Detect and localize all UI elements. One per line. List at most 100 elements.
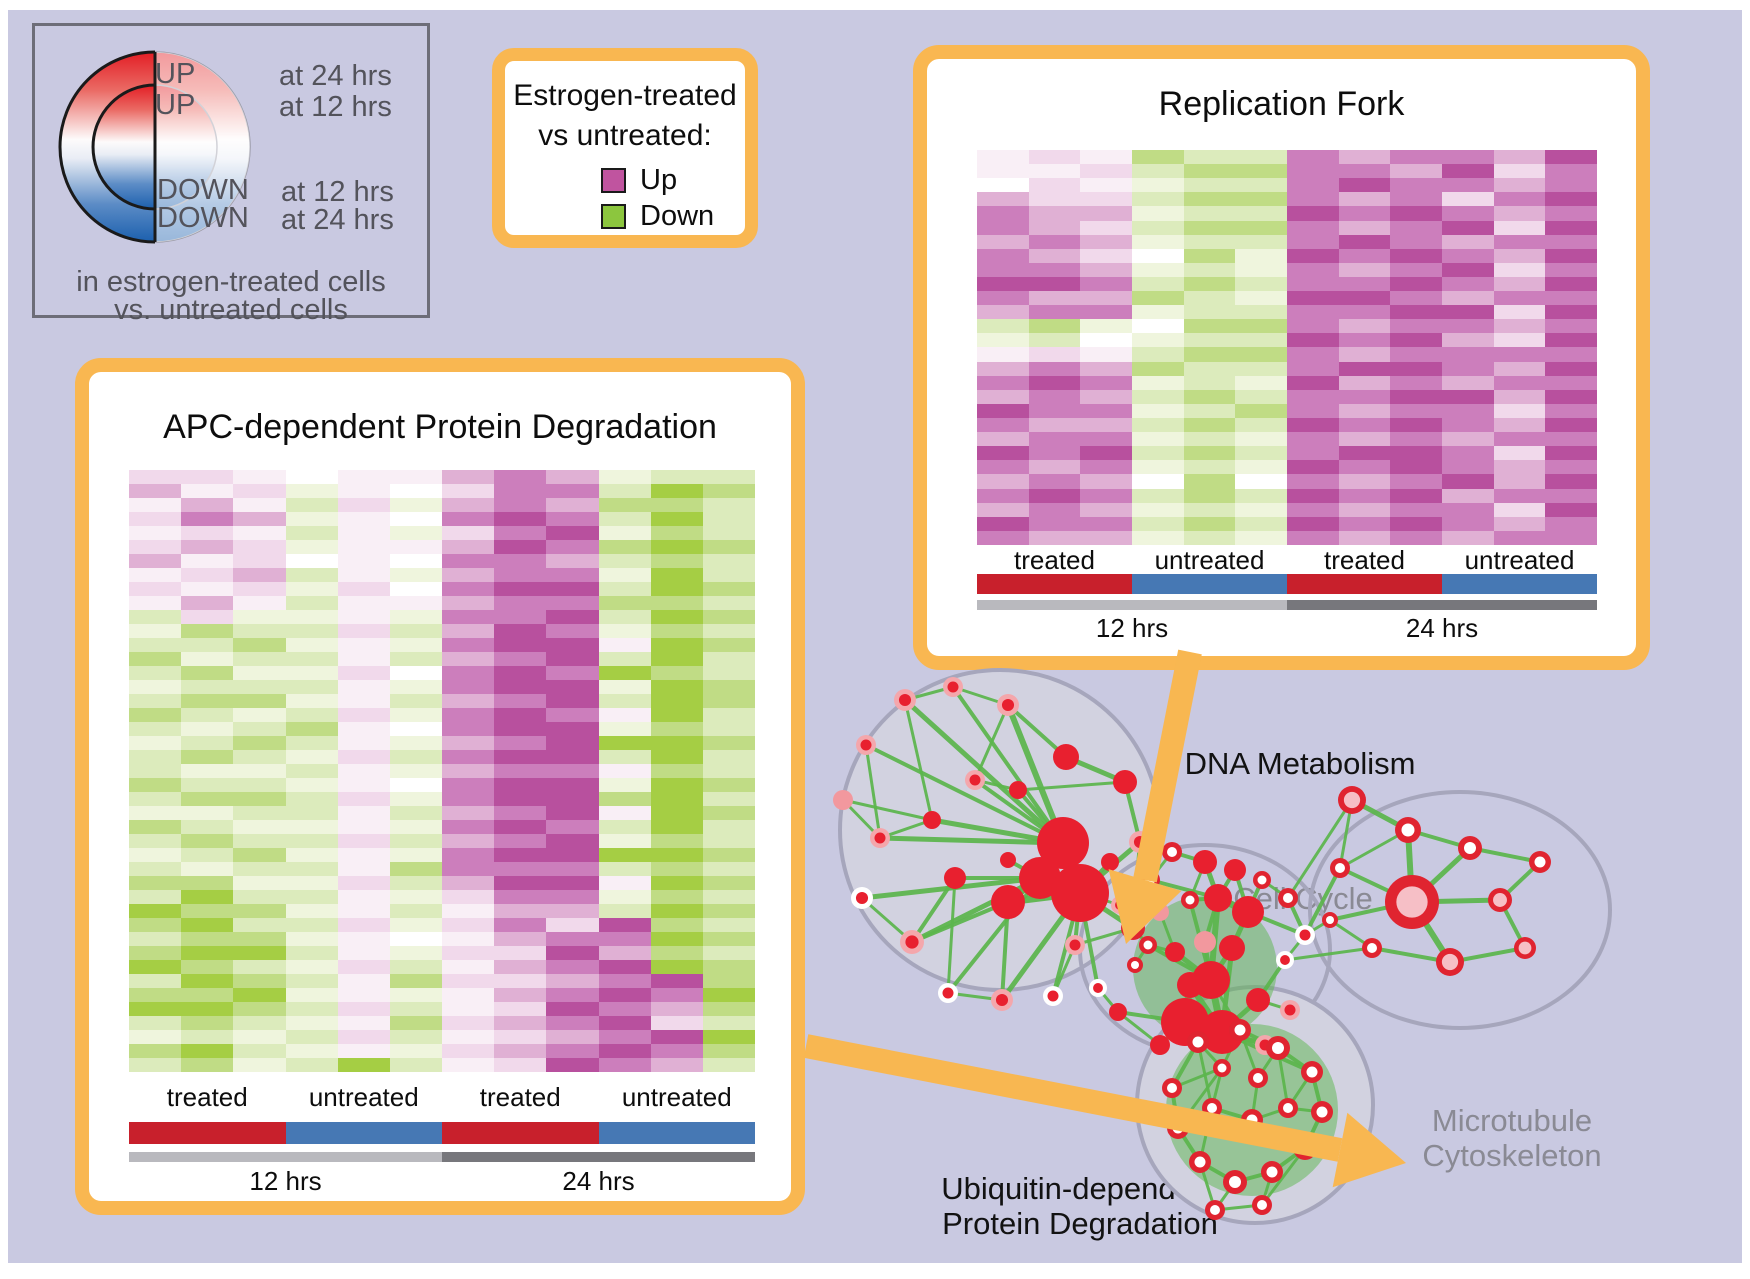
heatmap-cell bbox=[1183, 418, 1236, 433]
heatmap-cell bbox=[389, 722, 442, 736]
heatmap-cell bbox=[977, 234, 1029, 249]
network-edge bbox=[903, 698, 934, 822]
heatmap-cell bbox=[181, 1044, 234, 1058]
heatmap-cell bbox=[129, 568, 182, 582]
heatmap-cell bbox=[442, 470, 495, 484]
network-edge bbox=[1063, 754, 1128, 785]
heatmap-cell bbox=[1235, 389, 1287, 404]
heatmap-cell bbox=[129, 820, 182, 834]
heatmap-cell bbox=[442, 582, 495, 596]
heatmap-cell bbox=[181, 764, 234, 778]
heatmap-cell bbox=[233, 512, 286, 526]
heatmap-cell bbox=[233, 862, 286, 876]
heatmap-cell bbox=[1132, 530, 1184, 545]
heatmap-cell bbox=[1287, 248, 1339, 263]
estrogen-legend-box: Estrogen-treated vs untreated: Up Down bbox=[492, 48, 758, 248]
cluster-dna-metabolism bbox=[838, 668, 1162, 992]
network-node-white-center bbox=[1306, 1066, 1318, 1078]
heatmap-cell bbox=[285, 778, 338, 792]
heatmap-cell bbox=[442, 624, 495, 638]
heatmap-cell bbox=[1545, 333, 1597, 348]
network-edge bbox=[910, 900, 1010, 944]
heatmap-cell bbox=[650, 932, 703, 946]
network-edge bbox=[1286, 1106, 1324, 1114]
heatmap-cell bbox=[1028, 460, 1081, 475]
heatmap-cell bbox=[598, 484, 651, 498]
network-node-white-center bbox=[1145, 875, 1155, 885]
network-node-center bbox=[1115, 900, 1125, 910]
heatmap-cell bbox=[1442, 432, 1494, 447]
network-edge bbox=[1077, 890, 1136, 931]
heatmap-cell bbox=[129, 764, 182, 778]
heatmap-cell bbox=[129, 470, 182, 484]
heatmap-cell bbox=[337, 652, 390, 666]
heatmap-cell bbox=[1132, 446, 1184, 461]
heatmap-cell bbox=[337, 820, 390, 834]
heatmap-cell bbox=[442, 498, 495, 512]
heatmap-cell bbox=[598, 554, 651, 568]
heatmap-cell bbox=[389, 820, 442, 834]
network-node-solid bbox=[1113, 770, 1137, 794]
heatmap-cell bbox=[285, 470, 338, 484]
heatmap-cell bbox=[1287, 516, 1339, 531]
heatmap-cell bbox=[285, 680, 338, 694]
heatmap-cell bbox=[337, 610, 390, 624]
network-edge bbox=[1146, 943, 1213, 982]
heatmap-cell bbox=[129, 904, 182, 918]
heatmap-cell bbox=[1493, 262, 1546, 277]
heatmap-cell bbox=[442, 946, 495, 960]
heatmap-cell bbox=[181, 988, 234, 1002]
heatmap-cell bbox=[389, 918, 442, 932]
heatmap-cell bbox=[181, 848, 234, 862]
network-edge bbox=[946, 876, 957, 995]
heatmap-cell bbox=[1132, 361, 1184, 376]
heatmap-cell bbox=[1080, 488, 1132, 503]
heatmap-cell bbox=[702, 848, 755, 862]
heatmap-cell bbox=[546, 890, 599, 904]
heatmap-cell bbox=[1545, 291, 1597, 306]
heatmap-cell bbox=[702, 694, 755, 708]
heatmap-cell bbox=[546, 946, 599, 960]
heatmap-cell bbox=[1390, 220, 1442, 235]
heatmap-cell bbox=[442, 540, 495, 554]
heatmap-cell bbox=[1235, 418, 1287, 433]
network-node-red-ring bbox=[1261, 1161, 1283, 1183]
heatmap-cell bbox=[181, 1058, 234, 1072]
network-edge bbox=[1172, 949, 1214, 983]
heatmap-cell bbox=[1545, 150, 1597, 165]
heatmap-cell bbox=[233, 1030, 286, 1044]
network-node-white-center bbox=[1167, 1083, 1177, 1093]
network-node-center bbox=[969, 774, 981, 786]
heatmap-cell bbox=[442, 610, 495, 624]
heatmap-cell bbox=[977, 389, 1029, 404]
legend-bar bbox=[1287, 600, 1597, 610]
heatmap-cell bbox=[702, 526, 755, 540]
heatmap-cell bbox=[1183, 516, 1236, 531]
heatmap-cell bbox=[1338, 220, 1391, 235]
heatmap-cell bbox=[389, 932, 442, 946]
down-color-swatch bbox=[601, 204, 626, 229]
heatmap-cell bbox=[1338, 206, 1391, 221]
network-node-white-center bbox=[1172, 1122, 1184, 1134]
network-node-pink-halo bbox=[870, 828, 890, 848]
heatmap-cell bbox=[1442, 206, 1494, 221]
heatmap-cell bbox=[181, 652, 234, 666]
network-node-pink-halo bbox=[1065, 935, 1085, 955]
network-edge bbox=[1016, 788, 1065, 845]
heatmap-cell bbox=[1338, 474, 1391, 489]
heatmap-cell bbox=[337, 484, 390, 498]
heatmap-cell bbox=[650, 484, 703, 498]
heatmap-cell bbox=[1287, 206, 1339, 221]
heatmap-cell bbox=[442, 484, 495, 498]
heatmap-cell bbox=[1390, 375, 1442, 390]
network-edge bbox=[1283, 946, 1374, 962]
heatmap-cell bbox=[1493, 319, 1546, 334]
network-edge bbox=[1219, 997, 1261, 1035]
network-node-red-ring bbox=[1229, 1019, 1251, 1041]
heatmap-cell bbox=[1287, 502, 1339, 517]
heatmap-cell bbox=[650, 666, 703, 680]
heatmap-cell bbox=[650, 694, 703, 708]
heatmap-cell bbox=[546, 792, 599, 806]
heatmap-cell bbox=[129, 946, 182, 960]
network-edge bbox=[951, 685, 1010, 707]
